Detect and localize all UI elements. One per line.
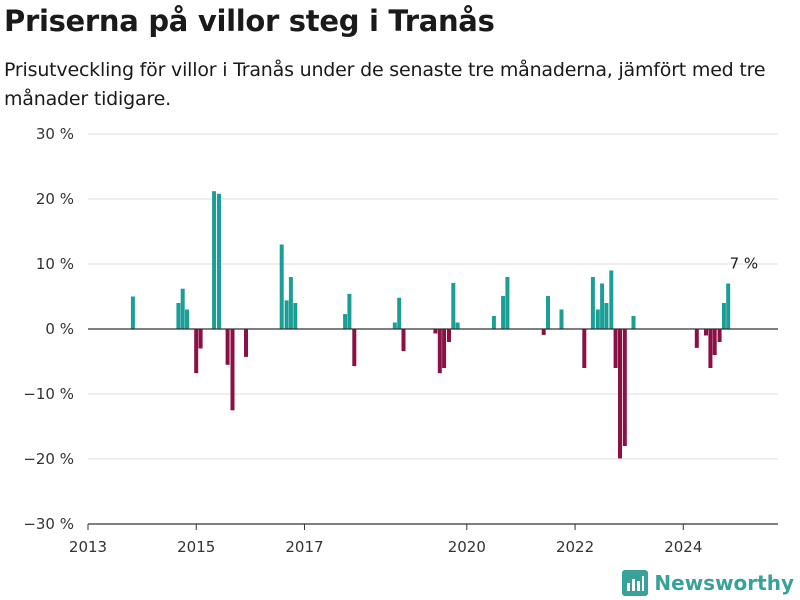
bar-negative [447, 329, 451, 342]
newsworthy-logo-icon [622, 570, 649, 596]
grid-lines [88, 133, 778, 460]
bar-negative [613, 329, 618, 368]
bar-positive [631, 316, 636, 329]
bar-positive [185, 309, 189, 329]
bar-negative [437, 329, 442, 374]
bar-positive [595, 309, 600, 329]
bar-negative [244, 329, 248, 357]
bar-negative [582, 329, 587, 368]
bar-positive [590, 277, 595, 329]
chart-subtitle: Prisutveckling för villor i Tranås under… [4, 59, 766, 110]
bar-positive [609, 270, 614, 329]
bar-positive [721, 303, 726, 329]
x-tick-label: 2022 [556, 538, 594, 556]
tick-labels: 30 % 20 % 10 % 0 % −10 % −20 % −30 % 2013 2015 20… [23, 125, 702, 556]
x-tick-label: 2017 [285, 538, 323, 556]
axes [87, 328, 778, 530]
bar-negative [442, 329, 447, 368]
x-tick-label: 2020 [448, 538, 486, 556]
bar-negative [717, 329, 722, 342]
bar-positive [176, 303, 181, 329]
bar-negative [433, 329, 438, 334]
bar-positive [546, 295, 550, 329]
bar-positive [604, 303, 609, 329]
bar-positive [343, 314, 348, 329]
bar-positive [397, 297, 402, 329]
y-tick-label: −20 % [23, 450, 74, 468]
bar-negative [230, 329, 235, 411]
x-tick-label: 2013 [69, 538, 107, 556]
y-tick-label: 30 % [36, 125, 74, 143]
bar-positive [293, 303, 298, 329]
x-tick-label: 2015 [177, 538, 215, 556]
bar-negative [541, 329, 546, 335]
bar-negative [704, 329, 708, 336]
bar-negative [712, 329, 717, 355]
bar-positive [559, 309, 564, 329]
y-tick-label: 10 % [36, 255, 74, 273]
bars [130, 191, 731, 459]
bar-positive [217, 193, 221, 329]
bar-negative [622, 329, 627, 446]
newsworthy-logo-text: Newsworthy [654, 571, 794, 595]
bar-positive [130, 296, 135, 329]
bar-positive [180, 288, 185, 329]
x-tick-label: 2024 [664, 538, 702, 556]
bar-positive [501, 295, 506, 329]
bar-positive [505, 277, 510, 329]
bar-positive [451, 282, 456, 329]
bar-positive [347, 293, 352, 329]
y-tick-label: 20 % [36, 190, 74, 208]
bar-negative [225, 329, 230, 365]
newsworthy-logo: Newsworthy [622, 570, 794, 596]
bar-negative [198, 329, 203, 349]
bar-positive [212, 191, 217, 329]
y-tick-label: −10 % [23, 385, 74, 403]
bar-negative [708, 329, 713, 368]
bar-positive [279, 244, 284, 329]
bar-positive [491, 316, 496, 329]
chart-title: Priserna på villor steg i Tranås [4, 4, 495, 38]
bar-positive [284, 300, 289, 329]
bar-positive [726, 283, 731, 329]
y-tick-label: −30 % [23, 515, 74, 533]
bar-negative [618, 329, 622, 459]
bar-positive [392, 322, 397, 329]
bar-negative [694, 329, 699, 348]
latest-value-label: 7 % [730, 255, 759, 273]
bar-negative [401, 329, 406, 352]
bar-positive [600, 283, 605, 329]
y-tick-label: 0 % [45, 320, 74, 338]
bar-positive [455, 322, 460, 329]
bar-negative [194, 329, 199, 374]
bar-negative [352, 329, 357, 367]
bar-positive [288, 277, 293, 329]
